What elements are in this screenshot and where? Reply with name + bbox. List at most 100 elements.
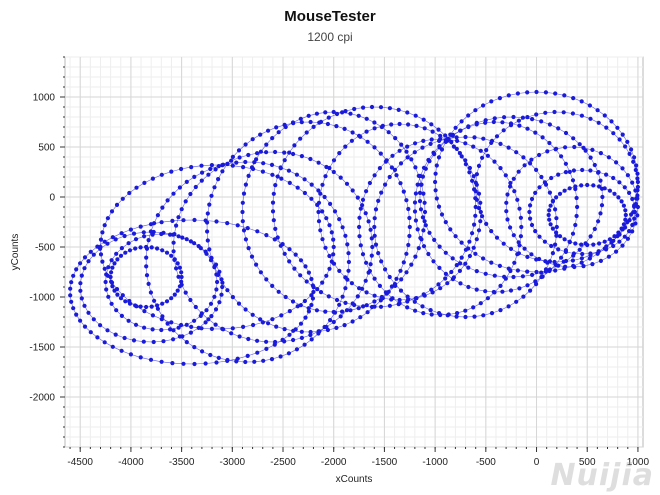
data-point: [219, 277, 224, 282]
data-point: [421, 191, 426, 196]
data-point: [240, 200, 245, 205]
data-point: [346, 251, 351, 256]
data-point: [229, 331, 234, 336]
data-point: [611, 131, 616, 136]
data-point: [134, 304, 139, 309]
data-point: [221, 162, 226, 167]
data-point: [183, 199, 188, 204]
data-point: [271, 191, 276, 196]
data-point: [246, 336, 251, 342]
data-point: [331, 252, 336, 257]
data-point: [525, 90, 530, 95]
data-point: [119, 348, 124, 353]
data-point: [323, 245, 328, 250]
data-point: [539, 174, 544, 180]
data-point: [597, 241, 602, 246]
data-point: [473, 189, 478, 194]
data-point: [429, 137, 434, 142]
data-point: [326, 294, 331, 299]
data-point: [525, 126, 530, 131]
data-point: [484, 148, 489, 153]
data-point: [547, 190, 553, 195]
data-point: [91, 252, 96, 257]
data-point: [317, 329, 322, 334]
data-point: [316, 160, 321, 165]
data-point: [550, 226, 556, 231]
data-point: [155, 246, 160, 251]
data-point: [592, 162, 597, 168]
data-point: [372, 216, 377, 221]
data-point: [241, 324, 246, 329]
data-point: [394, 276, 399, 281]
data-point: [422, 200, 427, 205]
data-point: [209, 314, 214, 319]
data-point: [249, 165, 255, 170]
data-point: [428, 308, 433, 313]
data-point: [338, 314, 343, 319]
data-point: [357, 224, 362, 230]
data-point: [365, 139, 370, 144]
data-point: [368, 262, 373, 267]
data-point: [623, 144, 628, 149]
data-point: [118, 253, 124, 258]
data-point: [133, 322, 139, 327]
data-point: [184, 340, 189, 345]
data-point: [220, 284, 225, 290]
data-point: [501, 128, 506, 133]
data-point: [401, 189, 406, 194]
data-point: [467, 239, 472, 244]
data-point: [370, 244, 375, 250]
data-point: [350, 130, 355, 135]
data-point: [387, 106, 392, 111]
data-point: [398, 268, 403, 273]
data-point: [463, 134, 468, 140]
data-point: [525, 115, 530, 120]
data-point: [472, 135, 477, 140]
data-point: [489, 311, 495, 316]
data-point: [474, 172, 479, 177]
data-point: [345, 242, 350, 247]
data-point: [299, 154, 304, 159]
data-point: [432, 152, 437, 157]
data-point: [397, 297, 402, 303]
data-point: [283, 294, 288, 300]
data-point: [630, 229, 635, 234]
data-point: [188, 191, 193, 197]
data-point: [429, 312, 434, 317]
data-point: [343, 144, 348, 149]
data-point: [334, 325, 339, 330]
data-point: [261, 161, 266, 166]
data-point: [338, 175, 343, 180]
data-point: [383, 159, 388, 164]
data-point: [379, 190, 384, 195]
data-point: [623, 212, 628, 218]
data-point: [519, 224, 524, 230]
data-point: [142, 180, 147, 185]
data-point: [623, 217, 628, 222]
data-point: [476, 163, 482, 168]
data-point: [324, 216, 329, 221]
data-point: [445, 281, 450, 286]
data-point: [372, 145, 377, 150]
data-point: [343, 275, 348, 280]
data-point: [68, 286, 73, 291]
data-point: [514, 150, 519, 155]
data-point: [420, 304, 425, 309]
data-point: [298, 273, 303, 278]
data-point: [627, 229, 632, 234]
data-point: [563, 170, 569, 175]
data-point: [169, 296, 174, 301]
data-point: [433, 179, 438, 185]
data-point: [443, 250, 448, 255]
data-point: [216, 355, 221, 360]
data-point: [261, 358, 266, 363]
data-point: [113, 237, 118, 242]
data-point: [515, 91, 521, 96]
data-point: [334, 124, 339, 129]
data-point: [457, 268, 462, 273]
data-point: [466, 246, 471, 251]
data-point: [511, 114, 516, 120]
data-point: [552, 109, 557, 115]
data-point: [396, 107, 401, 112]
data-point: [171, 191, 176, 196]
